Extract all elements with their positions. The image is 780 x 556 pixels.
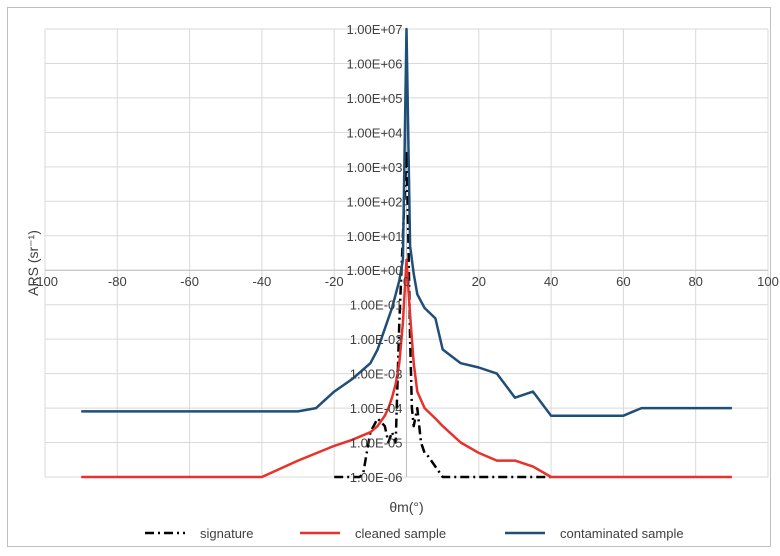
y-tick-label: 1.00E+00 [346,263,402,278]
y-tick-label: 1.00E-05 [350,436,403,451]
y-tick-label: 1.00E+06 [346,56,402,71]
y-tick-label: 1.00E-04 [350,401,403,416]
x-tick-label: 0 [403,274,410,289]
y-axis-title: ARS (sr⁻¹) [25,230,41,296]
legend-label-cleaned-sample: cleaned sample [355,526,446,541]
legend-item-contaminated-sample: contaminated sample [505,526,684,541]
y-tick-label: 1.00E-01 [350,298,403,313]
y-tick-label: 1.00E+03 [346,160,402,175]
series-line-contaminated-sample [81,27,732,417]
y-tick-label: 1.00E+04 [346,125,402,140]
x-axis-title: θm(°) [389,499,423,515]
chart-frame [7,7,771,547]
x-tick-label: 60 [616,274,630,289]
y-tick-label: 1.00E-06 [350,470,403,485]
legend-label-contaminated-sample: contaminated sample [560,526,684,541]
x-tick-label: -40 [253,274,272,289]
legend-label-signature: signature [200,526,253,541]
y-tick-label: 1.00E+02 [346,194,402,209]
x-tick-label: 40 [544,274,558,289]
x-tick-label: 20 [472,274,486,289]
y-tick-label: 1.00E-02 [350,332,403,347]
series-line-cleaned-sample [81,258,732,479]
x-tick-label: -60 [180,274,199,289]
x-tick-label: -100 [32,274,58,289]
x-tick-label: -20 [325,274,344,289]
x-tick-labels: -100 -80 -60 -40 -20 0 20 40 60 80 100 [32,274,779,289]
y-tick-label: 1.00E+05 [346,91,402,106]
y-tick-labels: 1.00E-06 1.00E-05 1.00E-04 1.00E-03 1.00E-02… [346,22,402,485]
legend-item-signature: signature [145,526,253,541]
y-tick-label: 1.00E+01 [346,229,402,244]
legend: signature cleaned sample contaminated sa… [145,526,684,541]
legend-item-cleaned-sample: cleaned sample [300,526,446,541]
y-tick-label: 1.00E+07 [346,22,402,37]
x-tick-label: 80 [688,274,702,289]
series-layer [81,27,732,479]
x-tick-label: 100 [757,274,779,289]
x-tick-label: -80 [108,274,127,289]
y-tick-label: 1.00E-03 [350,367,403,382]
